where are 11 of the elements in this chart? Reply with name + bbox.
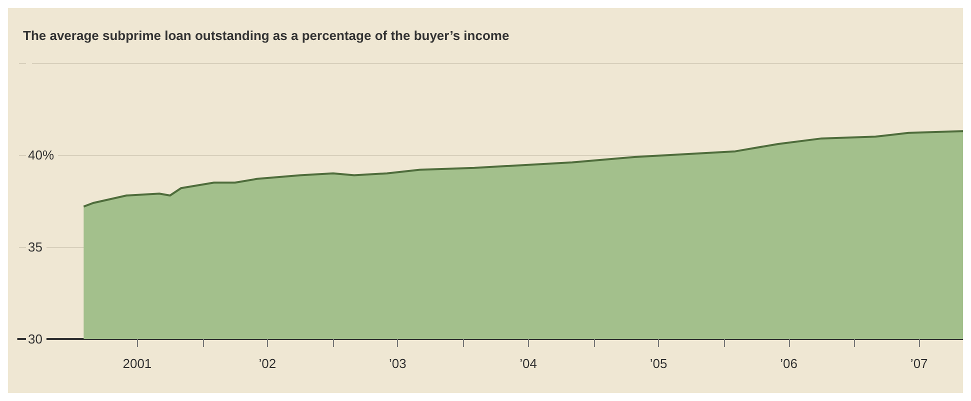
chart-title: The average subprime loan outstanding as a percentage of the buyer’s income xyxy=(23,28,510,43)
x-tick-label: ’02 xyxy=(258,356,276,371)
x-tick-label: ’07 xyxy=(910,356,928,371)
y-tick-label: 30 xyxy=(28,332,42,346)
y-tick-label: 35 xyxy=(28,240,42,254)
x-tick-label: ’06 xyxy=(780,356,798,371)
x-tick-label: 2001 xyxy=(122,356,152,371)
x-tick-label: ’04 xyxy=(520,356,538,371)
y-tick-label: 40% xyxy=(28,148,54,162)
x-tick-label: ’05 xyxy=(650,356,668,371)
x-tick-label: ’03 xyxy=(389,356,406,371)
